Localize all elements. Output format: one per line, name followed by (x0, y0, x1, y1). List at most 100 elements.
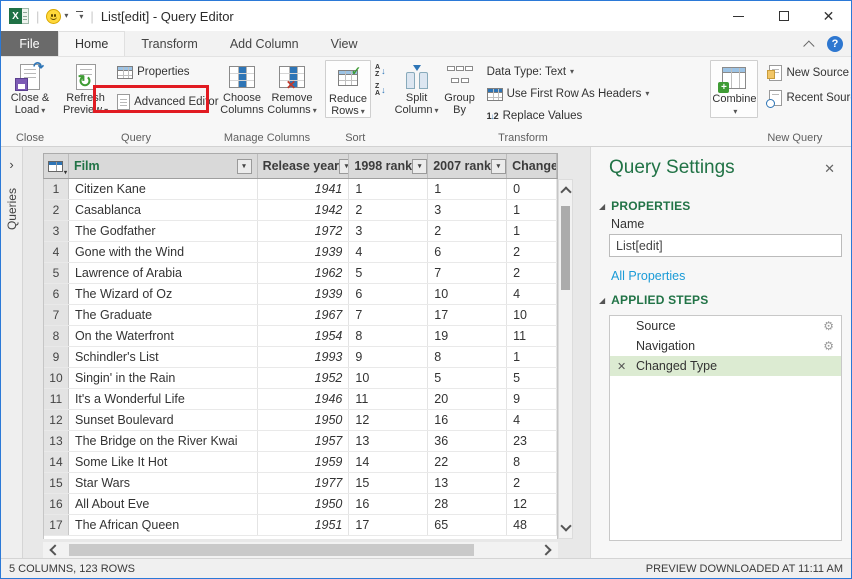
table-corner-button[interactable]: ▾ (44, 154, 69, 178)
table-cell[interactable]: The Wizard of Oz (69, 284, 258, 304)
scroll-up-icon[interactable] (560, 186, 572, 198)
table-cell[interactable]: 19 (428, 326, 508, 346)
horizontal-scroll-thumb[interactable] (69, 544, 474, 556)
all-properties-link[interactable]: All Properties (611, 269, 686, 283)
tab-view[interactable]: View (330, 36, 358, 51)
table-cell[interactable]: The Bridge on the River Kwai (69, 431, 258, 451)
applied-step-source[interactable]: Source ⚙ (610, 316, 841, 336)
properties-section-header[interactable]: ◢ PROPERTIES (599, 199, 691, 213)
table-cell[interactable]: 1962 (258, 263, 350, 283)
table-cell[interactable]: 8 (507, 452, 557, 472)
table-cell[interactable]: 16 (428, 410, 508, 430)
row-number[interactable]: 9 (44, 347, 69, 367)
row-number[interactable]: 15 (44, 473, 69, 493)
filter-icon[interactable]: ▾ (412, 158, 428, 174)
queries-flyout[interactable]: › Queries (1, 147, 23, 558)
column-header-2007-rank[interactable]: 2007 rank ▾ (428, 154, 508, 178)
table-cell[interactable]: Citizen Kane (69, 179, 258, 199)
table-cell[interactable]: The African Queen (69, 515, 258, 535)
row-number[interactable]: 4 (44, 242, 69, 262)
properties-button[interactable]: Properties (114, 62, 221, 82)
table-cell[interactable]: 0 (507, 179, 557, 199)
table-cell[interactable]: 7 (349, 305, 429, 325)
table-cell[interactable]: 12 (507, 494, 557, 514)
table-cell[interactable]: 48 (507, 515, 557, 535)
data-type-button[interactable]: Data Type: Text ▾ (486, 66, 575, 78)
minimize-button[interactable] (716, 1, 761, 31)
feedback-smiley-icon[interactable] (46, 8, 62, 24)
table-cell[interactable]: 13 (349, 431, 429, 451)
row-number[interactable]: 6 (44, 284, 69, 304)
scroll-right-icon[interactable] (540, 544, 552, 556)
table-cell[interactable]: Gone with the Wind (69, 242, 258, 262)
applied-steps-section-header[interactable]: ◢ APPLIED STEPS (599, 293, 709, 307)
table-cell[interactable]: On the Waterfront (69, 326, 258, 346)
table-cell[interactable]: 1993 (258, 347, 350, 367)
vertical-scroll-thumb[interactable] (561, 206, 570, 290)
column-header-1998-rank[interactable]: 1998 rank ▾ (349, 154, 429, 178)
table-cell[interactable]: 1954 (258, 326, 350, 346)
choose-columns-button[interactable]: Choose Columns (217, 60, 267, 116)
table-cell[interactable]: Casablanca (69, 200, 258, 220)
table-cell[interactable]: 7 (428, 263, 508, 283)
table-cell[interactable]: 17 (349, 515, 429, 535)
row-number[interactable]: 13 (44, 431, 69, 451)
delete-step-icon[interactable]: ✕ (617, 360, 627, 373)
row-number[interactable]: 10 (44, 368, 69, 388)
table-cell[interactable]: 17 (428, 305, 508, 325)
table-cell[interactable]: All About Eve (69, 494, 258, 514)
row-number[interactable]: 2 (44, 200, 69, 220)
customize-toolbar-icon[interactable]: ▾ (76, 10, 83, 22)
table-cell[interactable]: 12 (349, 410, 429, 430)
table-cell[interactable]: 4 (349, 242, 429, 262)
table-cell[interactable]: Some Like It Hot (69, 452, 258, 472)
table-cell[interactable]: Schindler's List (69, 347, 258, 367)
advanced-editor-button[interactable]: Advanced Editor (114, 92, 221, 112)
table-cell[interactable]: 9 (349, 347, 429, 367)
recent-sources-button[interactable]: Recent Sources▾ (766, 88, 851, 108)
table-cell[interactable]: 1950 (258, 494, 350, 514)
smiley-dropdown-caret-icon[interactable]: ▾ (64, 11, 69, 20)
gear-icon[interactable]: ⚙ (823, 319, 834, 333)
table-cell[interactable]: 1 (507, 221, 557, 241)
new-source-button[interactable]: New Source▾ (766, 63, 851, 83)
remove-columns-button[interactable]: ✕ Remove Columns ▾ (267, 60, 317, 116)
table-cell[interactable]: 1946 (258, 389, 350, 409)
table-cell[interactable]: 2 (349, 200, 429, 220)
maximize-button[interactable] (761, 1, 806, 31)
table-cell[interactable]: The Godfather (69, 221, 258, 241)
table-cell[interactable]: 16 (349, 494, 429, 514)
table-cell[interactable]: 1957 (258, 431, 350, 451)
table-cell[interactable]: Star Wars (69, 473, 258, 493)
tab-transform[interactable]: Transform (141, 36, 198, 51)
row-number[interactable]: 8 (44, 326, 69, 346)
table-cell[interactable]: 1942 (258, 200, 350, 220)
row-number[interactable]: 11 (44, 389, 69, 409)
expand-queries-icon[interactable]: › (9, 157, 14, 172)
table-cell[interactable]: 2 (428, 221, 508, 241)
table-cell[interactable]: 1959 (258, 452, 350, 472)
table-cell[interactable]: 1951 (258, 515, 350, 535)
scroll-down-icon[interactable] (560, 520, 572, 532)
table-cell[interactable]: 4 (507, 284, 557, 304)
replace-values-button[interactable]: 1 ↓ 2 Replace Values (486, 110, 583, 122)
column-header-change[interactable]: Change (507, 154, 557, 178)
close-button[interactable]: ✕ (822, 7, 835, 24)
table-cell[interactable]: The Graduate (69, 305, 258, 325)
tab-home[interactable]: Home (58, 31, 126, 56)
split-column-button[interactable]: Split Column ▾ (394, 60, 440, 116)
horizontal-scrollbar[interactable] (43, 542, 558, 558)
table-cell[interactable]: 1 (507, 347, 557, 367)
tab-add-column[interactable]: Add Column (229, 36, 299, 51)
filter-icon[interactable]: ▾ (236, 158, 252, 174)
table-cell[interactable]: 10 (507, 305, 557, 325)
table-cell[interactable]: 1972 (258, 221, 350, 241)
filter-icon[interactable]: ▾ (490, 158, 506, 174)
row-number[interactable]: 7 (44, 305, 69, 325)
table-cell[interactable]: 3 (349, 221, 429, 241)
table-cell[interactable]: 1 (428, 179, 508, 199)
table-cell[interactable]: 1939 (258, 284, 350, 304)
sort-descending-icon[interactable]: Z A ↓ (375, 83, 386, 97)
table-cell[interactable]: 5 (349, 263, 429, 283)
table-cell[interactable]: 22 (428, 452, 508, 472)
